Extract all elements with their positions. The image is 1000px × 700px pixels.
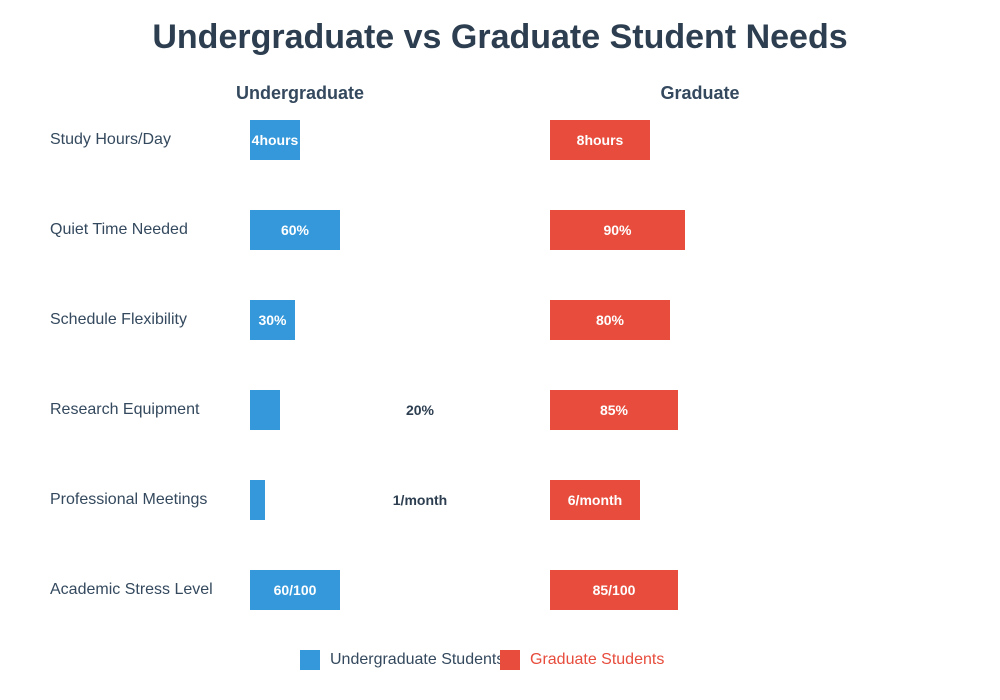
grad-value-label: 90%: [603, 222, 632, 238]
category-label: Schedule Flexibility: [50, 311, 187, 328]
grad-bar: [550, 390, 678, 430]
undergrad-bar: [250, 390, 280, 430]
chart-title: Undergraduate vs Graduate Student Needs: [152, 18, 848, 56]
grad-value-label: 85/100: [592, 582, 636, 598]
undergrad-bar: [250, 210, 340, 250]
undergrad-bar: [250, 570, 340, 610]
undergrad-bar: [250, 480, 265, 520]
grad-bar: [550, 120, 650, 160]
grad-bar: [550, 480, 640, 520]
category-label: Academic Stress Level: [50, 581, 213, 598]
chart-row: Quiet Time Needed 60% 90%: [0, 210, 1000, 250]
undergrad-value-label: 30%: [258, 312, 287, 328]
undergrad-value-label: 60%: [280, 222, 310, 238]
category-label: Quiet Time Needed: [50, 221, 188, 238]
legend-label: Undergraduate Students: [330, 651, 505, 668]
grad-bar: [550, 570, 678, 610]
undergrad-value-label: 4hours: [251, 132, 299, 148]
chart-row: Academic Stress Level 60/100 85/100: [0, 570, 1000, 610]
category-label: Professional Meetings: [50, 491, 208, 508]
undergrad-value-label: 60/100: [273, 582, 317, 598]
undergrad-bar: [250, 120, 300, 160]
grad-bar: [550, 300, 670, 340]
legend-label: Graduate Students: [530, 651, 665, 668]
category-label: Research Equipment: [50, 401, 200, 418]
undergrad-value-label: 1/month: [392, 492, 448, 508]
undergrad-bar: [250, 300, 295, 340]
chart-row: Professional Meetings 1/month 6/month: [0, 480, 1000, 520]
grad-value-label: 8hours: [576, 132, 624, 148]
grad-bar: [550, 210, 685, 250]
chart-row: Study Hours/Day 4hours 8hours: [0, 120, 1000, 160]
undergrad-swatch-icon: [300, 650, 320, 670]
grad-value-label: 85%: [599, 402, 629, 418]
grad-value-label: 6/month: [567, 492, 623, 508]
grad-value-label: 80%: [595, 312, 625, 328]
category-label: Study Hours/Day: [50, 131, 171, 148]
undergrad-column-header: Undergraduate: [235, 83, 365, 103]
undergrad-value-label: 20%: [405, 402, 435, 418]
chart-row: Schedule Flexibility 30% 80%: [0, 300, 1000, 340]
grad-column-header: Graduate: [660, 83, 740, 103]
grad-swatch-icon: [500, 650, 520, 670]
chart-row: Research Equipment 20% 85%: [0, 390, 1000, 430]
